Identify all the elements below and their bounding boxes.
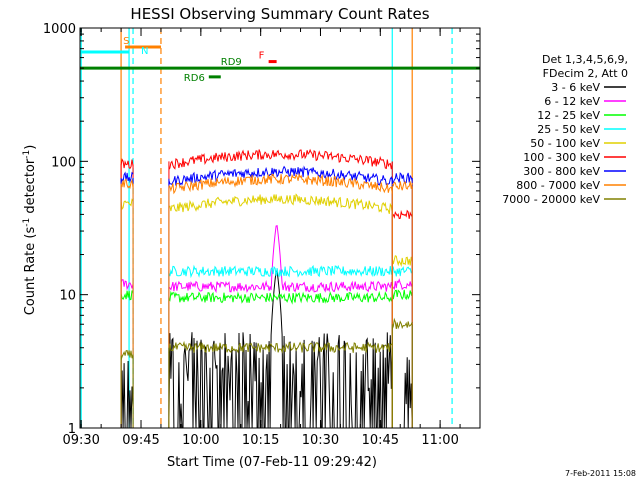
legend-header: Det 1,3,4,5,6,9, [542, 53, 628, 66]
legend: Det 1,3,4,5,6,9,FDecim 2, Att 03 - 6 keV… [502, 53, 628, 206]
series-7000to20000keV [120, 317, 413, 428]
x-tick-label: 10:45 [362, 433, 399, 448]
series-line [120, 198, 134, 211]
series-line [120, 158, 134, 170]
x-tick-label: 09:30 [62, 433, 99, 448]
x-tick-label: 11:00 [421, 433, 458, 448]
series-line [120, 178, 134, 190]
y-tick-label: 1000 [43, 22, 76, 37]
flag-label-f: F [259, 51, 265, 62]
series-line [168, 148, 393, 170]
series-line [391, 289, 413, 301]
series-line [120, 360, 134, 429]
legend-header: FDecim 2, Att 0 [543, 67, 628, 80]
legend-entry-label: 6 - 12 keV [544, 95, 600, 108]
series-line [168, 193, 393, 214]
series-line [120, 349, 134, 361]
legend-entry-label: 800 - 7000 keV [516, 179, 600, 192]
legend-entry-label: 7000 - 20000 keV [502, 193, 600, 206]
series-line [391, 255, 413, 268]
flag-label-n: N [141, 46, 148, 57]
series-line [391, 172, 413, 184]
series-6to12keV [120, 225, 413, 428]
chart-title: HESSI Observing Summary Count Rates [130, 5, 429, 23]
x-tick-label: 10:00 [182, 433, 219, 448]
series-line [391, 209, 413, 220]
series-line [120, 290, 134, 301]
series-line [403, 357, 413, 429]
x-tick-label: 10:30 [302, 433, 339, 448]
series-line [168, 340, 393, 354]
legend-entry-label: 12 - 25 keV [537, 109, 600, 122]
legend-entry-label: 3 - 6 keV [551, 81, 600, 94]
x-tick-label: 10:15 [242, 433, 279, 448]
legend-entry-label: 300 - 800 keV [523, 165, 600, 178]
series-line [168, 290, 393, 305]
plot-area: S N RD9 RD6 F 09:30 09:45 10:00 10:15 10:30 10:45 1… [43, 22, 481, 448]
series-line [168, 225, 393, 294]
series-line [391, 278, 413, 291]
y-tick-label: 10 [59, 289, 76, 304]
series-line [391, 181, 413, 191]
footer-timestamp: 7-Feb-2011 15:08 [565, 469, 636, 478]
flag-label-rd6: RD6 [184, 73, 205, 84]
y-tick-label: 100 [51, 155, 76, 170]
y-axis-label: Count Rate (s-1 detector-1) [22, 145, 38, 316]
series-line [168, 264, 393, 279]
series-line [168, 172, 393, 195]
legend-entry-label: 25 - 50 keV [537, 123, 600, 136]
series-line [168, 165, 393, 187]
svg-text:Count Rate (s-1 detector-1): Count Rate (s-1 detector-1) [22, 145, 38, 316]
series-50to100keV [120, 193, 413, 428]
y-tick-label: 1 [68, 422, 76, 437]
series-line [120, 279, 134, 291]
flag-label-rd9: RD9 [221, 57, 242, 68]
x-axis-label: Start Time (07-Feb-11 09:29:42) [167, 455, 377, 470]
series-line [391, 317, 413, 330]
legend-entry-label: 50 - 100 keV [530, 137, 600, 150]
flag-label-s: S [123, 36, 129, 47]
plot-frame [79, 27, 481, 429]
series-line [391, 265, 413, 277]
x-tick-label: 09:45 [122, 433, 159, 448]
legend-entry-label: 100 - 300 keV [523, 151, 600, 164]
